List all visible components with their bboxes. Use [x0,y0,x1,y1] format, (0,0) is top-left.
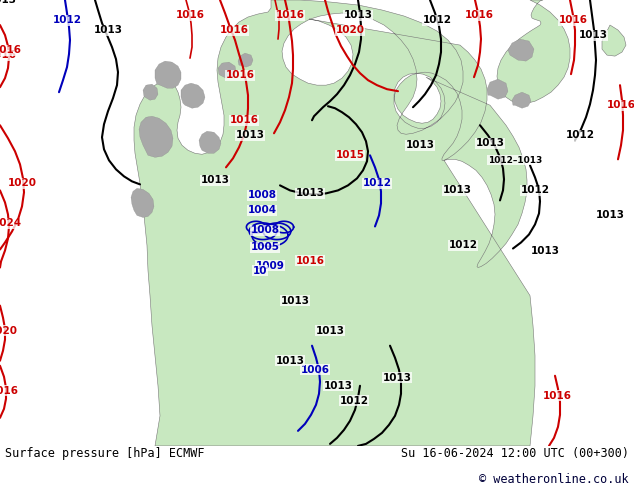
Text: 1016: 1016 [465,10,493,20]
Text: 1013: 1013 [276,356,304,366]
Text: 1016: 1016 [219,25,249,35]
Polygon shape [238,53,253,67]
Text: 1012: 1012 [363,178,392,188]
Text: 1013: 1013 [316,326,344,336]
Text: 1013: 1013 [323,381,353,391]
Text: 1012: 1012 [339,396,368,406]
Text: 1016: 1016 [176,10,205,20]
Text: 1012–1013: 1012–1013 [488,156,542,165]
Polygon shape [512,92,531,108]
Text: 1012: 1012 [521,185,550,196]
Polygon shape [131,188,154,218]
Text: 1012: 1012 [422,15,451,25]
Text: 1016: 1016 [0,386,18,396]
Text: 1006: 1006 [301,365,330,375]
Text: 1013: 1013 [0,0,16,5]
Polygon shape [155,61,181,88]
Text: © weatheronline.co.uk: © weatheronline.co.uk [479,473,629,486]
Polygon shape [134,0,535,446]
Text: 1013: 1013 [295,188,325,198]
Text: 1012: 1012 [448,241,477,250]
Text: 1013: 1013 [280,295,309,306]
Polygon shape [218,62,236,78]
Text: 1016: 1016 [0,45,22,55]
Polygon shape [139,116,173,157]
Text: 1013: 1013 [443,185,472,196]
Text: 1024: 1024 [0,219,22,228]
Text: 1016: 1016 [543,391,571,401]
Text: 1013: 1013 [235,130,264,140]
Text: 1012: 1012 [53,15,82,25]
Polygon shape [508,39,534,61]
Text: 1016: 1016 [559,15,588,25]
Text: 1016: 1016 [226,70,254,80]
Text: 1013: 1013 [200,175,230,185]
Polygon shape [199,131,221,153]
Polygon shape [143,84,158,100]
Text: 1013: 1013 [578,30,607,40]
Text: 1016: 1016 [230,115,259,125]
Text: 1020: 1020 [0,326,18,336]
Text: Su 16-06-2024 12:00 UTC (00+300): Su 16-06-2024 12:00 UTC (00+300) [401,447,629,460]
Text: 1016: 1016 [295,255,325,266]
Text: 1013: 1013 [476,138,505,148]
Text: Surface pressure [hPa] ECMWF: Surface pressure [hPa] ECMWF [5,447,205,460]
Polygon shape [602,25,626,56]
Text: 1013: 1013 [531,245,559,255]
Text: 1005: 1005 [250,243,280,252]
Text: 10: 10 [253,266,268,275]
Polygon shape [487,79,508,99]
Text: 1013: 1013 [595,210,624,221]
Text: 1013: 1013 [93,25,122,35]
Text: 1009: 1009 [256,261,285,270]
Polygon shape [497,0,570,103]
Text: 1013: 1013 [406,140,434,150]
Text: 1016: 1016 [607,100,634,110]
Text: 1020: 1020 [335,25,365,35]
Text: 1013: 1013 [344,10,373,20]
Text: 1008: 1008 [247,191,276,200]
Text: 1015: 1015 [335,150,365,160]
Text: 1008: 1008 [250,225,280,236]
Text: 1012: 1012 [566,130,595,140]
Text: 1016: 1016 [0,50,16,60]
Text: 1013: 1013 [382,373,411,383]
Polygon shape [181,83,205,108]
Text: 1020: 1020 [8,178,37,188]
Text: 1004: 1004 [247,205,276,216]
Text: 1016: 1016 [276,10,304,20]
